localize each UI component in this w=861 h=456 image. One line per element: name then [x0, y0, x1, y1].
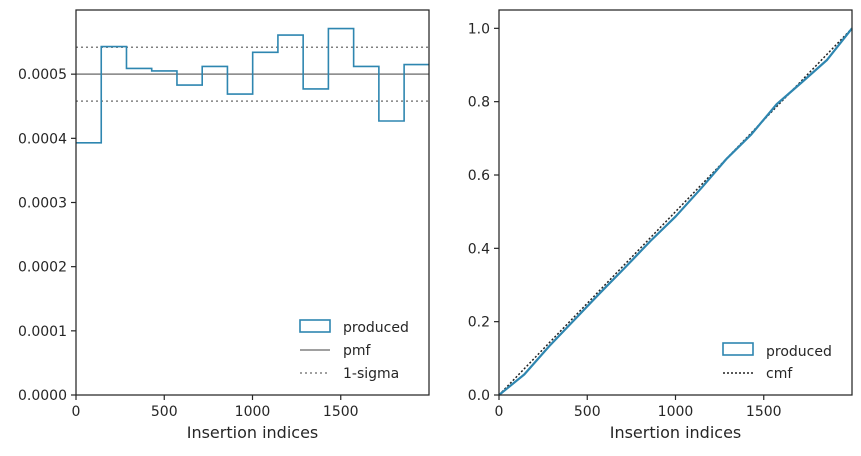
- y-tick-label: 0.0000: [18, 388, 67, 404]
- y-tick-label: 0.0005: [18, 67, 67, 83]
- produced-cumulative-line: [498, 27, 853, 396]
- pmf-panel: 0 500 1000 1500 0.00000.00010.00020.00030.0…: [18, 9, 430, 442]
- legend-produced-label: produced: [343, 320, 409, 336]
- x-ticks: 0 500 1000 1500: [495, 395, 782, 420]
- y-tick-label: 0.0001: [18, 324, 67, 340]
- legend: produced pmf 1-sigma: [299, 319, 409, 382]
- x-tick-label: 1500: [746, 404, 782, 420]
- x-tick-label: 1000: [235, 404, 271, 420]
- y-tick-label: 0.0002: [18, 260, 67, 276]
- y-ticks: 0.0000 0.0001 0.0002 0.0003 0.0004 0.0005: [18, 67, 76, 404]
- x-tick-label: 0: [495, 404, 504, 420]
- x-tick-label: 500: [151, 404, 178, 420]
- legend-produced-patch: [299, 319, 331, 333]
- axes-frame: [498, 9, 853, 396]
- legend-cmf-label: cmf: [766, 366, 793, 382]
- y-ticks: 0.0 0.2 0.4 0.6 0.8 1.0: [468, 21, 499, 404]
- y-tick-label: 0.8: [468, 95, 490, 111]
- y-tick-label: 0.2: [468, 315, 490, 331]
- y-tick-label: 0.6: [468, 168, 490, 184]
- legend-produced-label: produced: [766, 344, 832, 360]
- x-ticks: 0 500 1000 1500: [72, 395, 359, 420]
- x-tick-label: 1500: [323, 404, 359, 420]
- legend-produced-patch: [722, 342, 754, 356]
- y-tick-label: 0.0004: [18, 131, 67, 147]
- x-tick-label: 1000: [658, 404, 694, 420]
- y-tick-label: 1.0: [468, 21, 490, 37]
- x-tick-label: 500: [574, 404, 601, 420]
- legend: produced cmf: [722, 342, 832, 382]
- y-tick-label: 0.4: [468, 241, 490, 257]
- legend-pmf-label: pmf: [343, 343, 372, 359]
- y-tick-label: 0.0: [468, 388, 490, 404]
- y-tick-label: 0.0003: [18, 196, 67, 212]
- legend-sigma-label: 1-sigma: [343, 366, 399, 382]
- x-tick-label: 0: [72, 404, 81, 420]
- x-axis-label: Insertion indices: [187, 423, 319, 442]
- cmf-panel: 0 500 1000 1500 0.0 0.2 0.4 0.6 0.8 1.0 Insertio…: [468, 9, 853, 442]
- produced-step-line: [76, 27, 429, 144]
- x-axis-label: Insertion indices: [610, 423, 742, 442]
